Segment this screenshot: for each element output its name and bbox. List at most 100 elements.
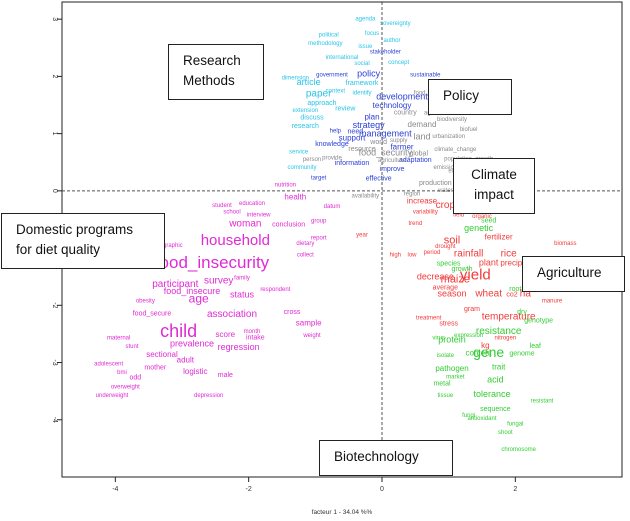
word-label: household	[201, 232, 270, 249]
word-label: target	[311, 175, 327, 181]
cluster-label: Domestic programs for diet quality	[1, 213, 165, 269]
word-label: temperature	[482, 312, 536, 323]
x-tick-label: -2	[246, 486, 252, 493]
word-label: agenda	[355, 16, 376, 22]
y-tick-label: -4	[51, 417, 58, 423]
word-label: country	[394, 110, 417, 117]
word-label: climate_change	[434, 147, 477, 153]
x-tick-label: 2	[513, 486, 517, 493]
word-label: concept	[388, 60, 409, 66]
word-label: biomass	[554, 241, 576, 247]
word-label: conclusion	[272, 221, 305, 228]
word-label: cross	[284, 309, 301, 316]
word-label: survey	[204, 276, 233, 287]
word-label: decrease	[417, 272, 454, 282]
word-label: support	[339, 133, 366, 142]
word-label: community	[287, 165, 316, 171]
word-label: dry	[517, 309, 527, 316]
word-label: overweight	[111, 384, 140, 390]
word-label: emission	[433, 165, 457, 171]
y-tick-label: 0	[51, 189, 58, 193]
word-label: seed	[481, 217, 496, 224]
word-label: rainfall	[454, 249, 483, 260]
word-label: sectional	[146, 350, 178, 359]
word-label: prevalence	[170, 339, 214, 349]
y-tick-label: 3	[51, 17, 58, 21]
word-label: effective	[366, 176, 392, 183]
cluster-label-line: Climate	[471, 167, 517, 182]
word-label: nitrogen	[494, 336, 516, 342]
word-label: improve	[380, 166, 405, 173]
word-label: sample	[296, 318, 322, 327]
word-label: resistance	[476, 326, 522, 337]
word-label: root	[509, 286, 521, 293]
word-label: low	[407, 253, 417, 259]
word-label: association	[207, 309, 257, 320]
word-label: sovereignty	[380, 21, 411, 27]
y-tick-label: -3	[51, 359, 58, 365]
word-label: fungal	[507, 421, 523, 427]
word-label: biofuel	[460, 127, 478, 133]
word-label: demand	[408, 120, 437, 129]
word-label: nutrition	[275, 182, 296, 188]
word-label: odd	[129, 375, 141, 382]
word-label: obesity	[136, 298, 155, 304]
word-label: rice	[501, 249, 518, 260]
word-label: male	[218, 372, 233, 379]
word-label: paper	[306, 88, 332, 99]
word-label: extension	[292, 108, 318, 114]
word-label: international	[326, 55, 359, 61]
word-label: adolescent	[94, 361, 123, 367]
word-label: genotype	[524, 317, 553, 324]
word-label: respondent	[260, 287, 290, 293]
word-label: pathogen	[435, 364, 468, 373]
word-label: bmi	[117, 370, 127, 376]
cluster-label: Agriculture	[522, 256, 625, 292]
word-label: discuss	[300, 114, 324, 121]
word-label: article	[297, 77, 321, 87]
cluster-label-line: Domestic programs	[16, 222, 134, 237]
word-label: framework	[346, 80, 379, 87]
word-label: resistant	[531, 399, 554, 405]
word-label: isolate	[437, 353, 455, 359]
word-label: sustainable	[410, 72, 441, 78]
word-label: high	[390, 253, 401, 259]
word-label: food_insecurity	[155, 253, 270, 272]
word-label: issue	[358, 44, 373, 50]
word-label: family	[234, 276, 250, 282]
word-label: region	[404, 191, 421, 197]
word-label: increase	[407, 196, 438, 205]
word-label: stress	[439, 320, 458, 327]
cluster-label: Biotechnology	[319, 440, 453, 476]
word-label: plan	[364, 112, 379, 121]
word-label: gene	[473, 344, 504, 360]
word-label: report	[311, 236, 327, 242]
cluster-label-line: impact	[474, 186, 514, 202]
word-label: methodology	[308, 41, 342, 47]
x-tick-label: 0	[380, 486, 384, 493]
word-label: logistic	[183, 367, 207, 376]
word-label: antioxidant	[467, 416, 496, 422]
cluster-label: Policy	[428, 79, 512, 115]
word-label: provide	[322, 155, 342, 161]
word-label: shoot	[498, 430, 513, 436]
word-label: student	[212, 203, 232, 209]
word-label: yield	[460, 267, 491, 284]
word-label: expression	[454, 333, 483, 339]
word-label: policy	[357, 68, 381, 78]
word-label: food_security	[359, 147, 413, 157]
word-label: mother	[144, 364, 166, 371]
cluster-label: Climate impact	[453, 158, 535, 214]
word-label: score	[216, 330, 236, 339]
word-label: person	[303, 157, 321, 163]
word-label: crop	[436, 200, 456, 211]
word-label: dimension	[282, 75, 309, 81]
word-label: protein	[438, 335, 466, 345]
word-label: focus	[365, 31, 379, 37]
cluster-label-line: Agriculture	[537, 265, 602, 280]
word-label: health	[284, 192, 306, 201]
word-label: resource	[348, 146, 375, 153]
word-label: sequence	[480, 406, 510, 413]
word-label: datum	[324, 204, 341, 210]
